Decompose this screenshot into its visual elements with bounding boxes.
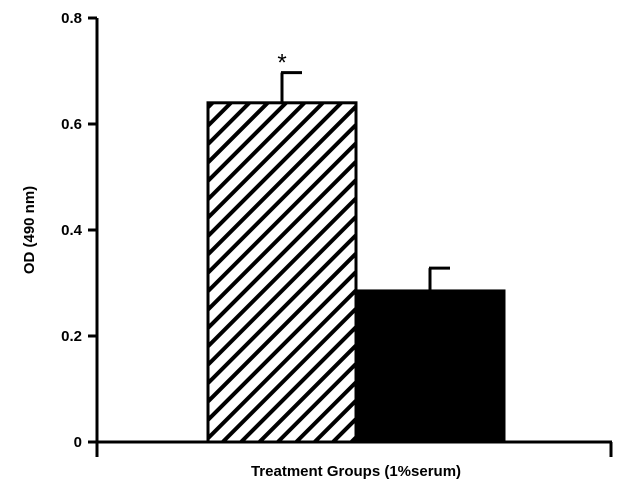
y-axis-title: OD (490 nm) [21, 186, 38, 274]
y-tick-label: 0 [74, 434, 82, 451]
bars-layer [206, 101, 506, 444]
bar-2 [354, 289, 506, 444]
y-tick-label: 0.8 [61, 10, 82, 27]
significance-marker: * [277, 50, 286, 77]
bar-1 [206, 101, 358, 444]
x-axis-title: Treatment Groups (1%serum) [251, 463, 461, 480]
error-bars-layer: * [277, 50, 450, 291]
y-tick-label: 0.4 [61, 222, 83, 239]
y-tick-label: 0.2 [61, 328, 82, 345]
y-tick-label: 0.6 [61, 116, 82, 133]
y-ticks: 0 0.2 0.4 0.6 0.8 [61, 10, 97, 451]
